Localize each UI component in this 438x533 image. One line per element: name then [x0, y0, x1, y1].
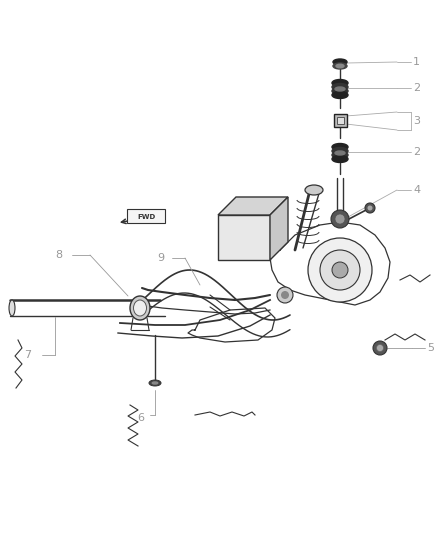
Ellipse shape	[332, 87, 348, 94]
Text: 8: 8	[55, 250, 62, 260]
Circle shape	[373, 341, 387, 355]
Text: 4: 4	[413, 185, 420, 195]
Ellipse shape	[333, 63, 347, 69]
Text: 1: 1	[413, 57, 420, 67]
Text: FWD: FWD	[137, 214, 155, 220]
Ellipse shape	[332, 79, 348, 86]
Circle shape	[277, 287, 293, 303]
FancyBboxPatch shape	[127, 209, 165, 223]
Text: 2: 2	[413, 147, 420, 157]
Ellipse shape	[149, 380, 161, 386]
Ellipse shape	[332, 148, 348, 155]
Ellipse shape	[9, 300, 15, 316]
Ellipse shape	[134, 300, 146, 316]
Circle shape	[281, 291, 289, 299]
Ellipse shape	[130, 296, 150, 320]
Circle shape	[331, 210, 349, 228]
Polygon shape	[218, 215, 270, 260]
Bar	[337, 117, 344, 124]
Ellipse shape	[332, 143, 348, 150]
Circle shape	[308, 238, 372, 302]
Ellipse shape	[335, 151, 345, 155]
Ellipse shape	[332, 156, 348, 163]
Polygon shape	[218, 197, 288, 215]
Circle shape	[335, 214, 345, 224]
Text: 2: 2	[413, 83, 420, 93]
Ellipse shape	[305, 185, 323, 195]
Text: 5: 5	[427, 343, 434, 353]
Polygon shape	[270, 197, 288, 260]
Ellipse shape	[333, 59, 347, 65]
Ellipse shape	[336, 64, 344, 68]
Ellipse shape	[332, 92, 348, 99]
Circle shape	[332, 262, 348, 278]
Circle shape	[377, 344, 384, 351]
Circle shape	[320, 250, 360, 290]
Circle shape	[365, 203, 375, 213]
Ellipse shape	[152, 381, 159, 385]
Text: 6: 6	[137, 413, 144, 423]
Ellipse shape	[332, 151, 348, 158]
Text: 3: 3	[413, 116, 420, 126]
Circle shape	[367, 206, 372, 211]
Text: 7: 7	[24, 350, 31, 360]
Text: 9: 9	[157, 253, 164, 263]
Ellipse shape	[335, 87, 345, 91]
Ellipse shape	[332, 84, 348, 91]
Bar	[334, 114, 347, 127]
